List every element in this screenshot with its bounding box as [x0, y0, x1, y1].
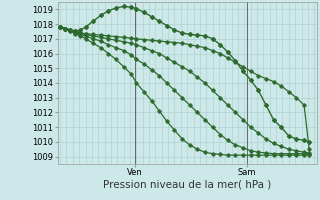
X-axis label: Pression niveau de la mer( hPa ): Pression niveau de la mer( hPa ): [103, 180, 271, 190]
